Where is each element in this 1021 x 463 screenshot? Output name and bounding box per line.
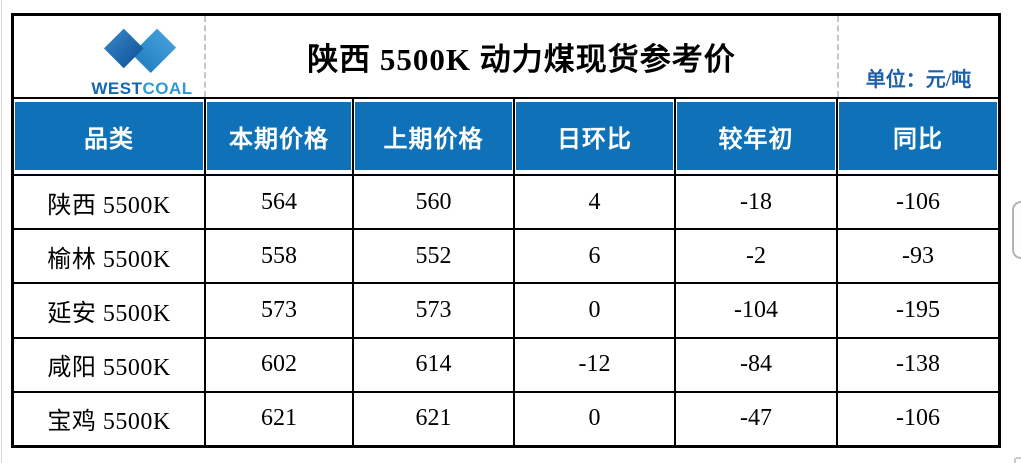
table-body: 陕西 5500K 564 560 4 -18 -106 榆林 5500K 558…: [14, 176, 998, 446]
unit-label: 单位：元/吨: [865, 69, 972, 91]
column-header-current-price: 本期价格: [206, 99, 354, 174]
price-reference-table: WESTCOAL 陕西 5500K 动力煤现货参考价 单位：元/吨 品类 本期价…: [11, 13, 1001, 448]
table-row: 榆林 5500K 558 552 6 -2 -93: [14, 228, 998, 283]
table-cell: 4: [515, 176, 676, 229]
table-cell: 621: [354, 392, 515, 446]
table-row: 宝鸡 5500K 621 621 0 -47 -106: [14, 390, 998, 446]
table-cell-category: 延安 5500K: [14, 284, 206, 337]
scrollbar-fragment[interactable]: [1014, 457, 1021, 463]
table-cell-category: 陕西 5500K: [14, 176, 206, 229]
page-title: 陕西 5500K 动力煤现货参考价: [307, 42, 736, 77]
table-cell: -2: [676, 230, 838, 283]
table-cell-category: 宝鸡 5500K: [14, 392, 206, 446]
title-cell: 陕西 5500K 动力煤现货参考价: [206, 16, 839, 97]
banner-row: WESTCOAL 陕西 5500K 动力煤现货参考价 单位：元/吨: [14, 16, 998, 99]
page-edge-line: [1, 0, 2, 463]
table-cell: 560: [354, 176, 515, 229]
logo-text-coal: COAL: [142, 79, 193, 98]
table-cell: -106: [896, 405, 940, 432]
column-header-daily-change: 日环比: [515, 99, 676, 174]
table-cell: -84: [676, 338, 838, 391]
table-cell-category: 咸阳 5500K: [14, 338, 206, 391]
table-cell: 0: [515, 284, 676, 337]
column-header-ytd-change: 较年初: [676, 99, 838, 174]
table-row: 咸阳 5500K 602 614 -12 -84 -138: [14, 336, 998, 391]
scrollbar-thumb[interactable]: [1012, 201, 1021, 259]
table-cell: 0: [515, 392, 676, 446]
logo-wordmark: WESTCOAL: [91, 79, 192, 99]
table-cell: -195: [896, 297, 940, 323]
unit-cell: 单位：元/吨: [839, 16, 998, 97]
table-cell: -93: [902, 242, 934, 269]
table-row: 延安 5500K 573 573 0 -104 -195: [14, 282, 998, 337]
table-cell: 564: [206, 176, 354, 229]
table-cell: -104: [676, 284, 838, 337]
table-cell: 621: [206, 392, 354, 446]
logo-text-west: WEST: [91, 79, 143, 98]
logo-cell: WESTCOAL: [14, 16, 206, 99]
table-cell: 614: [354, 338, 515, 391]
table-cell: 558: [206, 230, 354, 283]
column-header-yoy-change: 同比: [838, 99, 998, 174]
table-cell: 6: [515, 230, 676, 283]
westcoal-logo: WESTCOAL: [91, 27, 192, 99]
column-header-category: 品类: [14, 99, 206, 174]
table-cell: -12: [515, 338, 676, 391]
westcoal-w-icon: [102, 27, 182, 78]
table-cell: 552: [354, 230, 515, 283]
table-header-row: 品类 本期价格 上期价格 日环比 较年初 同比: [14, 99, 998, 176]
table-cell: 602: [206, 338, 354, 391]
table-cell: -106: [896, 188, 940, 215]
table-cell: -138: [896, 351, 940, 378]
table-cell: 573: [354, 284, 515, 337]
table-cell-category: 榆林 5500K: [14, 230, 206, 283]
table-row: 陕西 5500K 564 560 4 -18 -106: [14, 176, 998, 229]
table-cell: -47: [676, 392, 838, 446]
column-header-previous-price: 上期价格: [354, 99, 515, 174]
table-cell: -18: [676, 176, 838, 229]
table-cell: 573: [206, 284, 354, 337]
